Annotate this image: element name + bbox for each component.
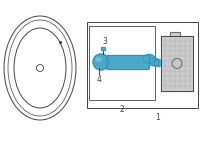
Ellipse shape: [96, 58, 101, 61]
Circle shape: [93, 54, 109, 70]
Text: 2: 2: [120, 105, 124, 114]
Bar: [87, 22, 198, 108]
Bar: [161, 36, 193, 91]
Text: 3: 3: [103, 37, 107, 46]
Bar: [101, 47, 105, 50]
Bar: [170, 32, 180, 36]
Ellipse shape: [154, 60, 162, 66]
Ellipse shape: [143, 55, 155, 64]
Text: 4: 4: [97, 75, 101, 84]
Bar: [101, 47, 105, 50]
Bar: [89, 26, 155, 100]
Bar: [161, 36, 193, 91]
FancyBboxPatch shape: [106, 56, 150, 70]
Bar: [103, 60, 109, 65]
Ellipse shape: [149, 58, 159, 66]
Text: 1: 1: [155, 113, 160, 122]
Bar: [170, 32, 180, 36]
